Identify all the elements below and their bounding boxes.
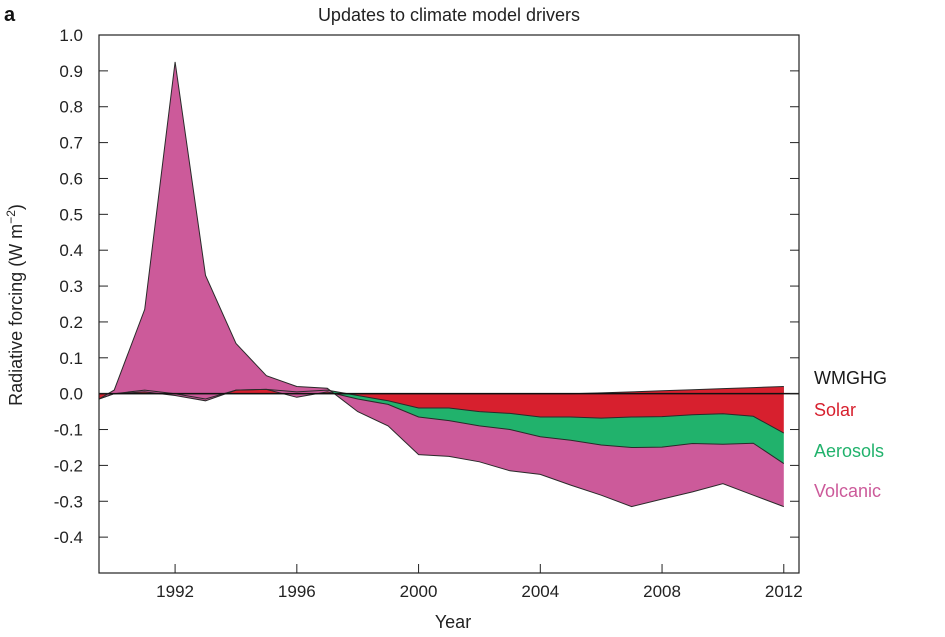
legend-solar: Solar — [814, 400, 856, 420]
area-aerosols — [99, 389, 784, 464]
x-axis-title: Year — [435, 612, 471, 632]
legend-volcanic: Volcanic — [814, 481, 881, 501]
x-axis: 1992 1996 2000 2004 2008 2012 — [156, 564, 803, 601]
x-tick-label: 2008 — [643, 582, 681, 601]
y-tick-label: -0.3 — [54, 492, 83, 511]
legend: WMGHG Solar Aerosols Volcanic — [814, 368, 887, 501]
x-tick-label: 2012 — [765, 582, 803, 601]
y-tick-label: 0.0 — [59, 385, 83, 404]
y-tick-label: 0.5 — [59, 205, 83, 224]
y-tick-label: 0.9 — [59, 62, 83, 81]
y-tick-label: 0.7 — [59, 134, 83, 153]
chart-title: Updates to climate model drivers — [318, 5, 580, 25]
y-tick-label: 0.3 — [59, 277, 83, 296]
y-axis-title-close: ) — [6, 204, 26, 210]
x-tick-label: 1992 — [156, 582, 194, 601]
y-tick-label: 0.8 — [59, 98, 83, 117]
x-tick-label: 1996 — [278, 582, 316, 601]
y-tick-label: -0.2 — [54, 456, 83, 475]
legend-wmghg: WMGHG — [814, 368, 887, 388]
y-tick-label: -0.1 — [54, 421, 83, 440]
panel-label: a — [4, 4, 16, 26]
y-tick-label: -0.4 — [54, 528, 83, 547]
y-axis-title: Radiative forcing (W m−2) — [4, 204, 26, 406]
area-volcanic — [99, 61, 784, 507]
y-axis-title-exponent: −2 — [4, 210, 18, 224]
y-tick-label: 0.1 — [59, 349, 83, 368]
line-aerosols — [98, 388, 785, 465]
x-tick-label: 2004 — [521, 582, 559, 601]
y-tick-label: 0.2 — [59, 313, 83, 332]
x-tick-label: 2000 — [400, 582, 438, 601]
line-solar — [98, 388, 785, 434]
y-axis-title-text: Radiative forcing (W m — [6, 224, 26, 406]
stacked-areas — [99, 61, 784, 507]
area-solar — [99, 386, 784, 434]
y-tick-label: 1.0 — [59, 26, 83, 45]
plot-frame — [98, 34, 800, 574]
y-tick-label: 0.6 — [59, 169, 83, 188]
y-tick-label: 0.4 — [59, 241, 83, 260]
legend-aerosols: Aerosols — [814, 441, 884, 461]
y-axis: 1.0 0.9 0.8 0.7 0.6 0.5 0.4 0.3 0.2 0.1 0.0 -0.1 -0.… — [54, 26, 799, 547]
line-volcanic — [98, 61, 784, 508]
